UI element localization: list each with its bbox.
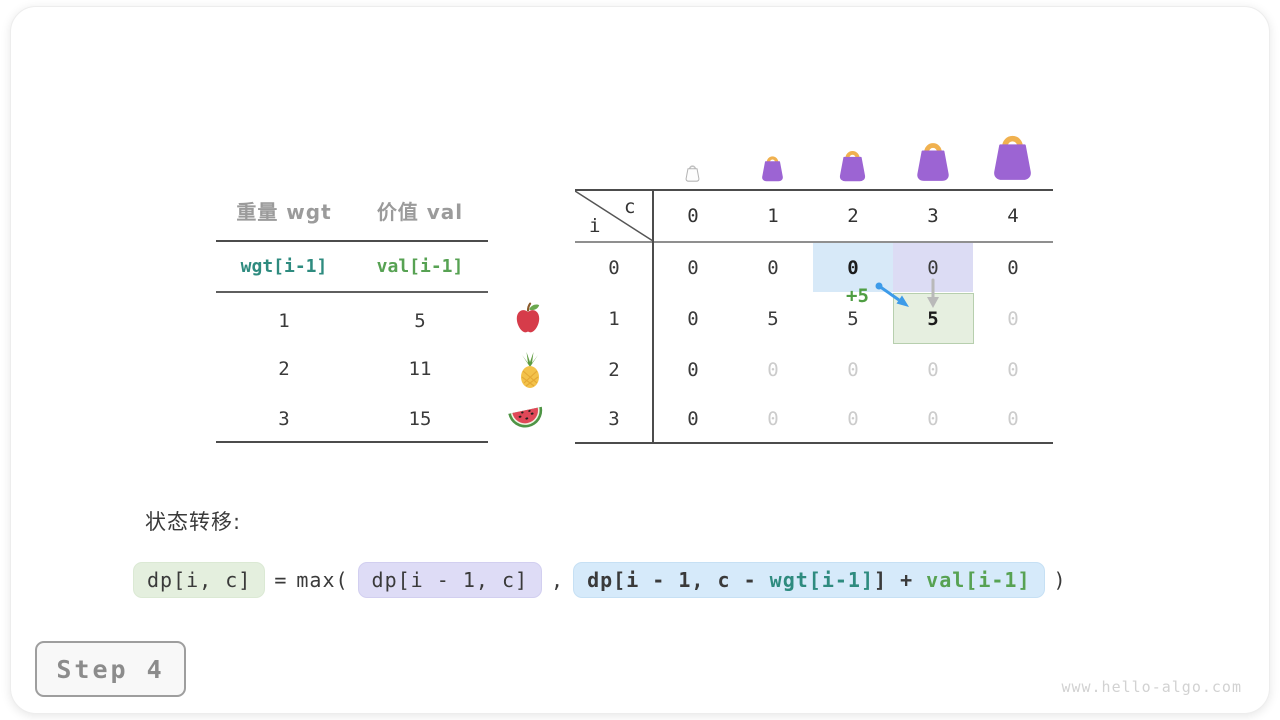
dp-column-headers: 0 1 2 3 4 [653, 192, 1053, 240]
dp-table-bottom-rule [575, 442, 1053, 444]
formula-option2-part1: dp[i - 1, c - [587, 568, 770, 592]
dp-cell-i2-c3: 0 [927, 358, 939, 381]
item-1-weight: 1 [278, 310, 290, 332]
site-watermark: www.hello-algo.com [1061, 678, 1242, 696]
dp-cell-i2-c1: 0 [767, 358, 779, 381]
dp-cell-i0-c0: 0 [687, 256, 699, 279]
dp-cell-i1-c4: 0 [1007, 307, 1019, 330]
formula-option2-box: dp[i - 1, c - wgt[i-1]] + val[i-1] [573, 562, 1045, 598]
item-2-value: 11 [408, 358, 432, 380]
bag-small-icon [762, 156, 783, 182]
item-1-value: 5 [414, 310, 426, 332]
bag-xlarge-icon [994, 135, 1031, 180]
col-header-4: 4 [1007, 205, 1019, 227]
bag-medium-icon [839, 151, 866, 182]
watermelon-icon [508, 406, 543, 428]
transition-section-label: 状态转移: [145, 510, 242, 534]
item-2-weight: 2 [278, 358, 290, 380]
formula-option2-wgt: wgt[i-1] [769, 568, 874, 592]
transition-formula: dp[i, c] = max( dp[i - 1, c] , dp[i - 1,… [133, 559, 1067, 601]
pineapple-icon [521, 352, 539, 388]
dp-cell-i0-c4: 0 [1007, 256, 1019, 279]
dp-cell-i1-c1: 5 [767, 307, 779, 330]
formula-comma: , [551, 568, 565, 592]
wgt-index-label: wgt[i-1] [240, 256, 328, 277]
dp-cell-i2-c0: 0 [687, 358, 699, 381]
apple-icon [516, 302, 540, 333]
dp-cell-i0-c2: 0 [847, 256, 859, 279]
corner-diagonal [575, 191, 653, 241]
dp-cell-i3-c0: 0 [687, 408, 699, 430]
dp-table-top-rule [575, 189, 1053, 191]
dp-cell-i3-c1: 0 [767, 408, 779, 430]
col-header-0: 0 [687, 205, 699, 227]
value-column-header: 价值 val [376, 200, 464, 224]
formula-equals: = [274, 568, 288, 592]
item-3-value: 15 [408, 408, 432, 430]
dp-cell-i2-c2: 0 [847, 358, 859, 381]
formula-close-paren: ) [1053, 568, 1067, 592]
formula-max-open: max( [296, 568, 349, 592]
items-table-top-rule [216, 240, 488, 242]
col-variable-label: c [624, 196, 636, 218]
row-header-3: 3 [608, 408, 620, 430]
bag-large-icon [917, 143, 949, 181]
dp-cell-i2-c4: 0 [1007, 358, 1019, 381]
col-header-2: 2 [847, 205, 859, 227]
item-3-weight: 3 [278, 408, 290, 430]
dp-cell-i1-c0: 0 [687, 307, 699, 330]
dp-cell-i3-c3: 0 [927, 408, 939, 430]
row-header-2: 2 [608, 358, 620, 381]
formula-result-box: dp[i, c] [133, 562, 266, 598]
dp-cell-i3-c2: 0 [847, 408, 859, 430]
dp-table-header-rule [575, 241, 1053, 243]
dp-cell-i3-c4: 0 [1007, 408, 1019, 430]
formula-option2-val: val[i-1] [926, 568, 1031, 592]
dp-cell-i0-c3: 0 [927, 256, 939, 279]
col-header-1: 1 [767, 205, 779, 227]
row-variable-label: i [589, 215, 601, 237]
item-row-1: 1 5 [216, 310, 488, 332]
step-badge: Step 4 [35, 641, 186, 697]
items-table-mid-rule [216, 291, 488, 293]
row-header-1: 1 [608, 307, 620, 330]
items-table-header: 重量 wgt 价值 val [216, 196, 488, 225]
formula-option2-part2: ] + [874, 568, 927, 592]
item-row-3: 3 15 [216, 408, 488, 430]
item-row-2: 2 11 [216, 358, 488, 380]
dp-cell-i1-c3: 5 [927, 307, 939, 330]
val-index-label: val[i-1] [376, 256, 464, 277]
dp-table-vertical-rule [652, 189, 654, 444]
dp-cell-i0-c1: 0 [767, 256, 779, 279]
items-table-index-row: wgt[i-1] val[i-1] [216, 256, 488, 277]
col-header-3: 3 [927, 205, 939, 227]
formula-option1-box: dp[i - 1, c] [357, 562, 543, 598]
items-table-bottom-rule [216, 441, 488, 443]
weight-column-header: 重量 wgt [236, 200, 332, 224]
dp-cell-i1-c2: 5 [847, 307, 859, 330]
bag-empty-icon [685, 165, 700, 182]
row-header-0: 0 [608, 256, 620, 279]
plus-five-annotation: +5 [846, 285, 869, 307]
dp-cell-grid: 0 0 0 0 0 0 1 0 5 5 5 0 2 0 0 0 0 0 3 0 … [575, 242, 1053, 443]
